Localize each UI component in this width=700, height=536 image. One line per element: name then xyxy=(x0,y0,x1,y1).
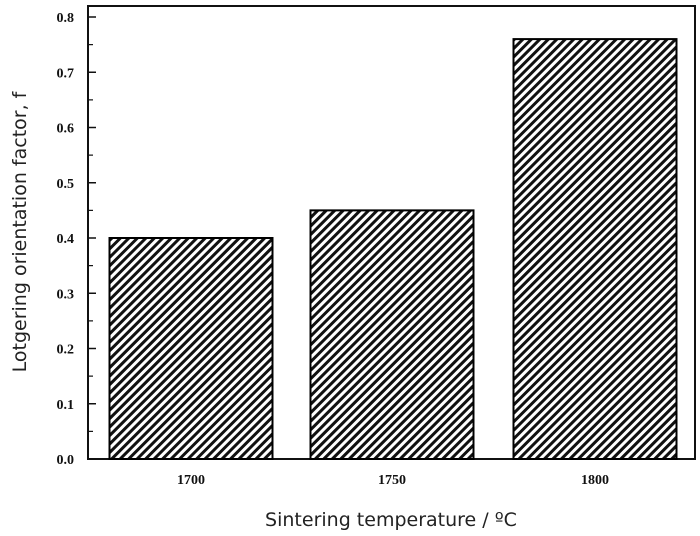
bar-1750 xyxy=(309,209,475,460)
y-tick-label: 0.2 xyxy=(57,343,75,358)
x-tick-label: 1700 xyxy=(177,473,205,488)
y-tick-label: 0.5 xyxy=(57,177,75,192)
bar-1700 xyxy=(108,237,274,460)
bar-1800 xyxy=(512,38,678,460)
x-axis-label: Sintering temperature / ºC xyxy=(265,509,517,531)
y-tick-label: 0.8 xyxy=(57,11,75,26)
y-tick-label: 0.0 xyxy=(57,453,75,468)
x-tick-label: 1750 xyxy=(378,473,406,488)
y-tick-label: 0.6 xyxy=(57,122,75,137)
y-tick-label: 0.3 xyxy=(57,287,75,302)
y-tick-label: 0.7 xyxy=(57,66,75,81)
y-tick-label: 0.1 xyxy=(57,398,75,413)
y-tick-label: 0.4 xyxy=(57,232,75,247)
x-tick-label: 1800 xyxy=(581,473,609,488)
y-axis-label: Lotgering orientation factor, f xyxy=(9,90,31,372)
